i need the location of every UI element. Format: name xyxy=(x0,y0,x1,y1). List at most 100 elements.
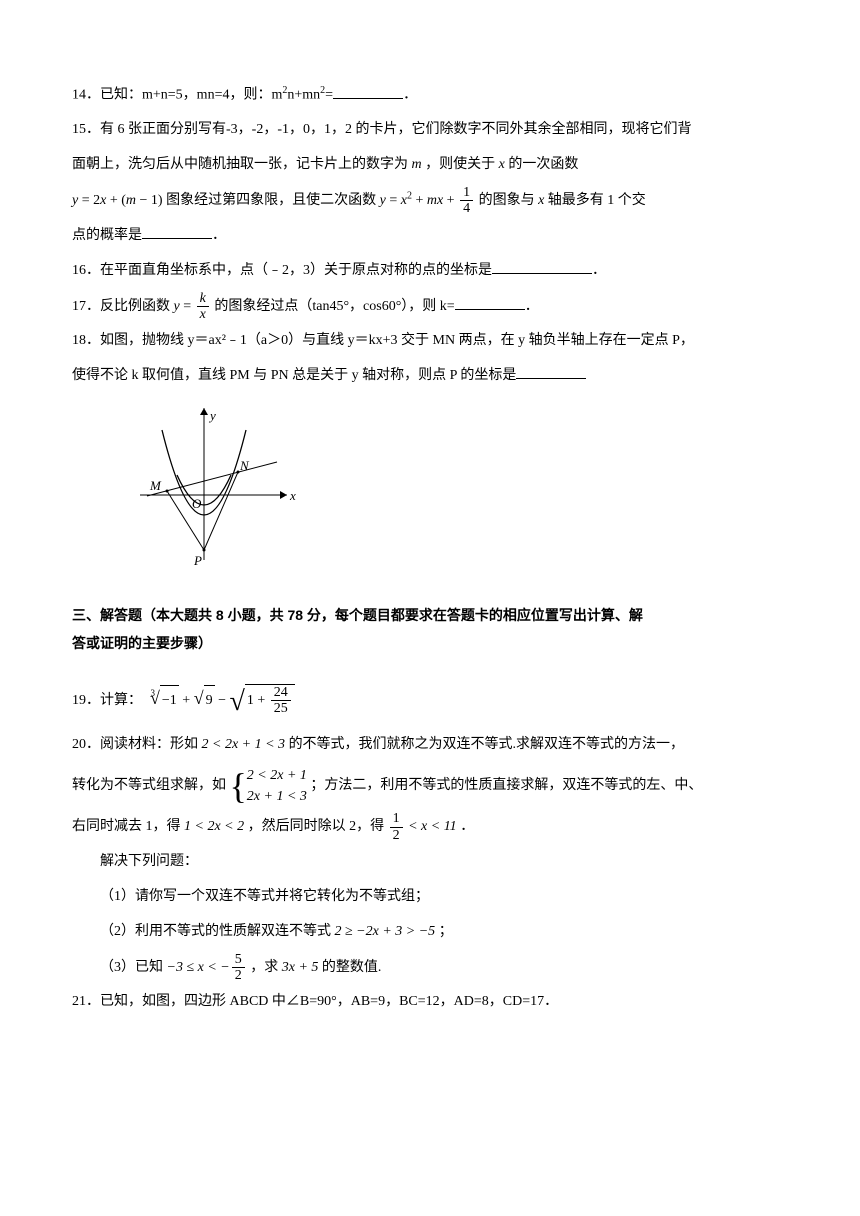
q20-l1a: 阅读材料：形如 xyxy=(100,737,202,752)
q20-l3a: 右同时减去 1，得 xyxy=(72,819,184,834)
q15-f2d: mx xyxy=(427,193,443,208)
question-20: 20．阅读材料：形如 2 < 2x + 1 < 3 的不等式，我们就称之为双连不… xyxy=(72,730,788,761)
section-3-header: 三、解答题（本大题共 8 小题，共 78 分，每个题目都要求在答题卡的相应位置写… xyxy=(72,601,788,657)
q20-s3ia: −3 ≤ x < − xyxy=(167,960,230,975)
question-15-line3: y = 2x + (m − 1) 图象经过第四象限，且使二次函数 y = x2 … xyxy=(72,185,788,217)
q19-text: 计算： xyxy=(100,693,142,708)
q16-text: 在平面直角坐标系中，点（﹣2，3）关于原点对称的点的坐标是 xyxy=(100,263,492,278)
q20-l2b: ；方法二，利用不等式的性质直接求解，双连不等式的左、中、 xyxy=(307,778,703,793)
question-20-sub1: （1）请你写一个双连不等式并将它转化为不等式组； xyxy=(72,882,788,913)
figure-18: y x M N O P xyxy=(132,400,788,583)
q14-text-b: n+mn xyxy=(287,88,320,103)
q17-fn: k xyxy=(197,291,209,307)
q20-l2a: 转化为不等式组求解，如 xyxy=(72,778,230,793)
q15-period: ． xyxy=(212,228,226,243)
q20-s1: （1）请你写一个双连不等式并将它转化为不等式组； xyxy=(100,889,429,904)
q15-l3b: 的图象与 xyxy=(475,193,538,208)
question-17: 17．反比例函数 y = kx 的图象经过点（tan45°，cos60°），则 … xyxy=(72,291,788,323)
qnum-15: 15． xyxy=(72,122,100,137)
q20-s2a: （2）利用不等式的性质解双连不等式 xyxy=(100,924,335,939)
q20-s3f: 52 xyxy=(232,952,245,984)
q20-s3fn: 5 xyxy=(232,952,245,968)
qnum-18: 18． xyxy=(72,333,100,348)
qnum-17: 17． xyxy=(72,299,100,314)
axis-y-label: y xyxy=(208,408,216,423)
sqrt3: √ xyxy=(230,686,245,717)
question-20-sub2: （2）利用不等式的性质解双连不等式 2 ≥ −2x + 3 > −5 ； xyxy=(72,917,788,948)
sqrt3-content: 1 + 2425 xyxy=(245,684,295,719)
q15-line1: 有 6 张正面分别写有-3，-2，-1，0，1，2 的卡片，它们除数字不同外其余… xyxy=(100,122,691,137)
q20-i2: 1 < 2x < 2 xyxy=(184,819,244,834)
blank-15 xyxy=(142,225,212,239)
q20-s3e: 3x + 5 xyxy=(282,960,319,975)
q20-i1: 2 < 2x + 1 < 3 xyxy=(202,737,286,752)
q15-f1b: = 2 xyxy=(78,193,100,208)
q17-b: 的图象经过点（tan45°，cos60°），则 k= xyxy=(211,299,455,314)
brace-icon: { xyxy=(230,772,247,801)
brace-content: 2 < 2x + 1 2x + 1 < 3 xyxy=(247,765,307,807)
qnum-16: 16． xyxy=(72,263,100,278)
blank-17 xyxy=(455,296,525,310)
q20-i3b: < x < 11 xyxy=(405,819,457,834)
axis-x-label: x xyxy=(289,488,296,503)
sec3-l1: 三、解答题（本大题共 8 小题，共 78 分，每个题目都要求在答题卡的相应位置写… xyxy=(72,601,788,629)
q15-l2a: 面朝上，洗匀后从中随机抽取一张，记卡片上的数字为 xyxy=(72,157,412,172)
question-20-line4: 解决下列问题： xyxy=(72,847,788,878)
q20-l3b: ，然后同时除以 2，得 xyxy=(244,819,388,834)
blank-18 xyxy=(516,365,586,379)
question-15-line2: 面朝上，洗匀后从中随机抽取一张，记卡片上的数字为 m ，则使关于 x 的一次函数 xyxy=(72,150,788,181)
q20-s3fd: 2 xyxy=(232,968,245,983)
q20-bb: 2x + 1 < 3 xyxy=(247,789,307,804)
q20-bt: 2 < 2x + 1 xyxy=(247,768,307,783)
sqrt2-content: 9 xyxy=(204,685,215,717)
point-M-label: M xyxy=(149,478,162,493)
q15-f2eq: = xyxy=(386,193,401,208)
q20-hn: 1 xyxy=(390,811,403,827)
q15-f1d: + ( xyxy=(106,193,126,208)
q17-eq: = xyxy=(180,299,195,314)
parabola-diagram: y x M N O P xyxy=(132,400,302,570)
q19-p2: + xyxy=(254,693,269,708)
question-14: 14．已知：m+n=5，mn=4，则：m2n+mn2=． xyxy=(72,80,788,111)
point-N-label: N xyxy=(239,458,250,473)
question-20-sub3: （3）已知 −3 ≤ x < −52 ，求 3x + 5 的整数值. xyxy=(72,952,788,984)
q15-f2e: + xyxy=(443,193,458,208)
q14-period: ． xyxy=(403,88,417,103)
q19-m: − xyxy=(215,693,230,708)
cube-root-idx: 3 xyxy=(151,688,156,698)
qnum-14: 14． xyxy=(72,88,100,103)
sec3-l2: 答或证明的主要步骤） xyxy=(72,629,788,657)
q20-s3a: （3）已知 xyxy=(100,960,167,975)
q19-one: 1 xyxy=(247,693,254,708)
q14-text-a: 已知：m+n=5，mn=4，则：m xyxy=(100,88,282,103)
question-20-line3: 右同时减去 1，得 1 < 2x < 2 ，然后同时除以 2，得 12 < x … xyxy=(72,811,788,843)
question-21: 21．已知，如图，四边形 ABCD 中∠B=90°，AB=9，BC=12，AD=… xyxy=(72,987,788,1018)
q20-s2b: ； xyxy=(435,924,453,939)
q19-fd: 25 xyxy=(271,701,291,716)
q20-s3c: 的整数值. xyxy=(318,960,381,975)
point-P-label: P xyxy=(193,553,202,568)
q15-frac-num: 1 xyxy=(460,185,473,201)
q15-frac-den: 4 xyxy=(460,201,473,216)
q17-a: 反比例函数 xyxy=(100,299,174,314)
origin-label: O xyxy=(192,496,202,511)
q15-f1e: m xyxy=(126,193,136,208)
q15-l4: 点的概率是 xyxy=(72,228,142,243)
question-15: 15．有 6 张正面分别写有-3，-2，-1，0，1，2 的卡片，它们除数字不同… xyxy=(72,115,788,146)
q16-period: ． xyxy=(592,263,606,278)
q15-frac: 14 xyxy=(460,185,473,217)
q19-fn: 24 xyxy=(271,685,291,701)
blank-16 xyxy=(492,260,592,274)
q20-l4: 解决下列问题： xyxy=(100,854,198,869)
q15-m: m xyxy=(412,157,422,172)
sqrt1-content: −1 xyxy=(160,685,179,717)
q17-frac: kx xyxy=(197,291,209,323)
blank-14 xyxy=(333,85,403,99)
question-19: 19．计算： 3√−1 + √9 − √1 + 2425 xyxy=(72,665,788,727)
q15-l3a: 图象经过第四象限，且使二次函数 xyxy=(163,193,380,208)
q20-half: 12 xyxy=(390,811,403,843)
q20-hd: 2 xyxy=(390,828,403,843)
q20-s2i: 2 ≥ −2x + 3 > −5 xyxy=(335,924,436,939)
qnum-21: 21． xyxy=(72,994,100,1009)
q18-l1: 如图，抛物线 y＝ax²﹣1（a＞0）与直线 y＝kx+3 交于 MN 两点，在… xyxy=(100,333,694,348)
